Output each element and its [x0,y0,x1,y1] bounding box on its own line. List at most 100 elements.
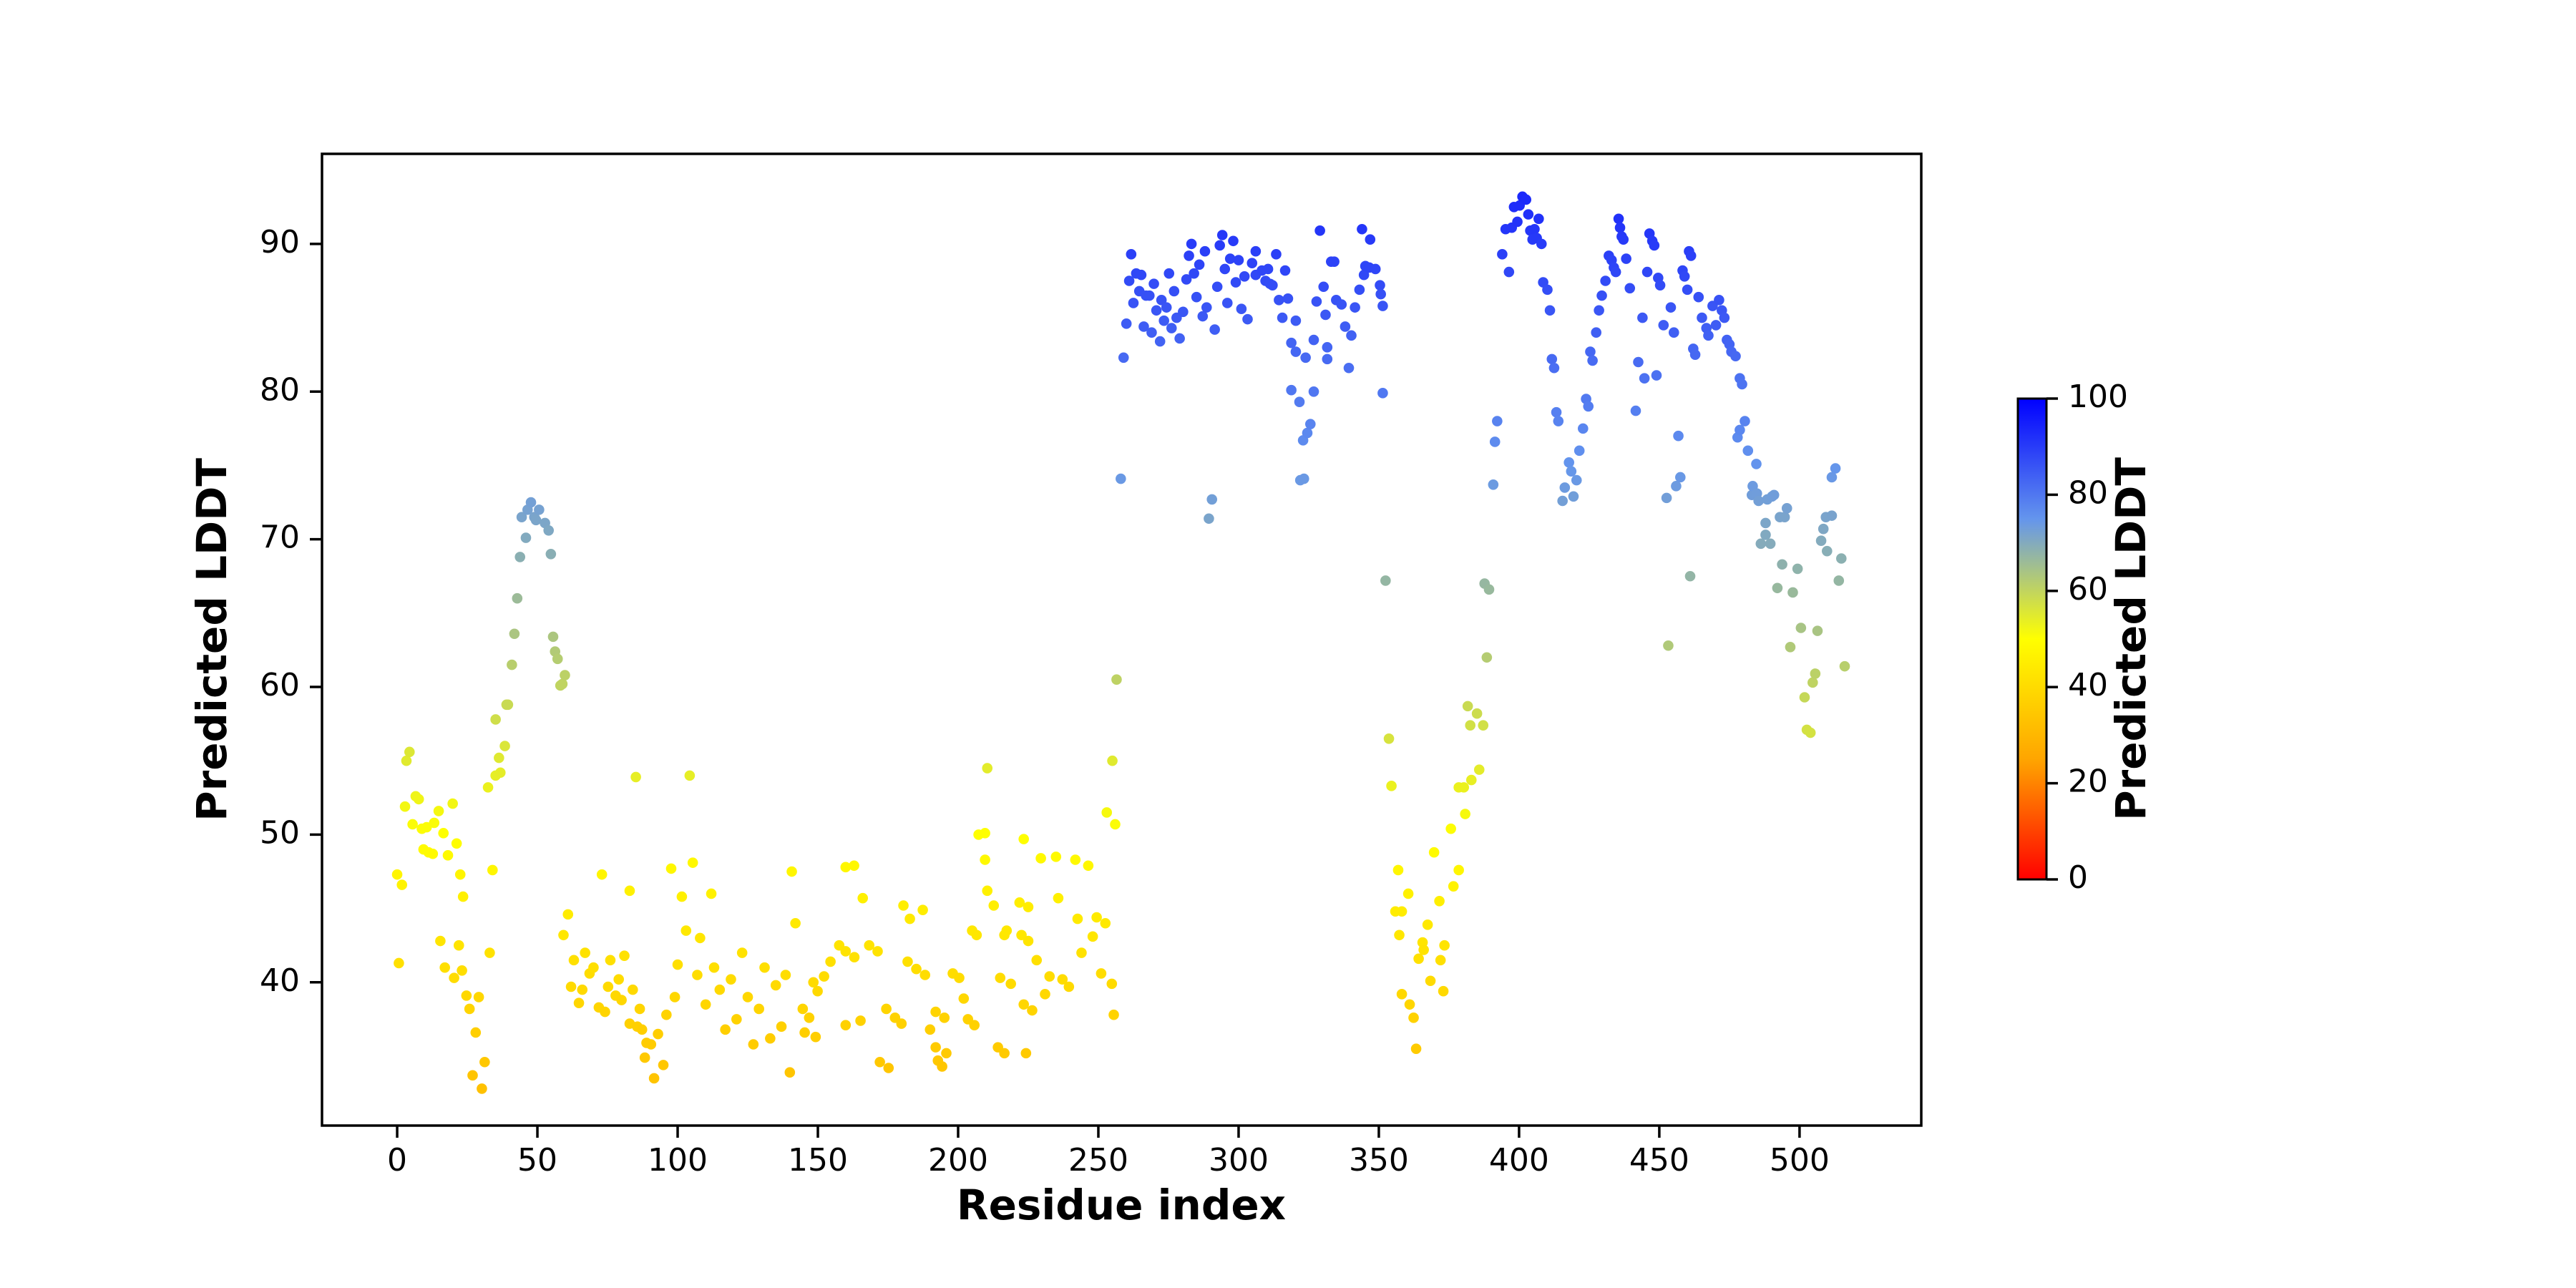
data-point [1661,492,1672,504]
data-point [1751,459,1762,469]
data-point [1211,281,1223,293]
data-point [1674,472,1686,483]
data-point [1663,640,1674,651]
data-point [1126,249,1137,260]
data-point [1826,472,1838,483]
y-tick-label: 40 [260,962,300,999]
data-point [999,1048,1010,1059]
data-point [1375,288,1386,300]
x-axis-title: Residue index [956,1181,1287,1229]
data-point [619,950,630,961]
data-point [1230,277,1241,288]
data-point [1571,474,1582,486]
data-point [804,1013,815,1023]
data-point [684,770,696,781]
data-point [1184,250,1194,261]
data-point [825,956,836,967]
y-tick-label: 50 [260,814,300,851]
colorbar-tick-label: 60 [2068,571,2108,608]
data-point [451,838,462,849]
data-point [580,947,590,958]
data-point [1821,545,1833,557]
data-point [1671,481,1682,492]
data-point [479,1056,490,1068]
data-point [995,972,1006,983]
data-point [634,1003,645,1015]
data-point [547,631,559,643]
data-point [1396,989,1407,1000]
data-point [1610,266,1621,278]
data-point [1035,853,1046,864]
data-point [1076,947,1087,958]
data-point [1765,538,1776,550]
data-point [1730,351,1741,362]
y-tick-label: 60 [260,667,300,703]
data-point [1435,955,1446,966]
data-point [494,752,504,763]
data-point [1792,563,1803,575]
data-point [1548,362,1560,374]
data-point [1087,931,1098,942]
data-point [1418,945,1429,955]
data-point [1410,1043,1422,1054]
data-point [1536,238,1547,250]
data-point [930,1042,941,1053]
data-point [765,1033,776,1044]
data-point [1057,974,1068,985]
data-point [427,848,439,859]
data-point [780,970,791,980]
data-point [639,1052,650,1063]
data-point [573,997,585,1009]
data-point [600,1006,610,1018]
data-point [1343,362,1355,374]
x-tick-label: 250 [1068,1142,1128,1179]
data-point [1023,902,1034,912]
data-point [1781,503,1792,514]
data-point [1298,473,1309,484]
data-point [883,1063,894,1073]
data-point [665,863,677,874]
data-point [1224,253,1236,264]
data-point [605,955,616,966]
data-point [1163,268,1175,279]
data-point [1186,238,1197,250]
data-point [980,828,990,839]
data-point [1116,473,1126,484]
data-point [1654,280,1666,291]
data-point [1805,727,1816,738]
data-point [896,1018,907,1029]
data-point [1488,479,1499,490]
data-point [1302,427,1313,439]
data-point [708,962,720,973]
data-point [461,990,472,1001]
data-point [1354,284,1365,296]
data-point [1523,209,1534,220]
data-point [512,592,523,604]
data-point [394,957,404,969]
data-point [902,956,913,967]
data-point [494,767,506,779]
data-point [1512,216,1523,228]
data-point [1023,935,1034,947]
data-point [1591,327,1602,338]
data-point [1760,530,1771,540]
y-tick-label: 90 [260,224,300,260]
x-tick-label: 150 [788,1142,848,1179]
data-point [1294,396,1305,408]
data-point [1679,270,1690,282]
data-point [1320,309,1331,321]
data-point [1394,930,1405,941]
data-point [1286,384,1297,396]
data-point [514,552,526,562]
data-point [1714,295,1724,306]
data-point [1478,720,1489,731]
data-point [840,946,852,957]
data-point [1197,311,1209,322]
data-point [1151,305,1162,316]
data-point [1070,854,1081,865]
data-point [490,714,501,725]
data-point [1199,245,1211,257]
data-point [808,977,819,988]
data-point [958,993,970,1004]
data-point [391,869,403,880]
